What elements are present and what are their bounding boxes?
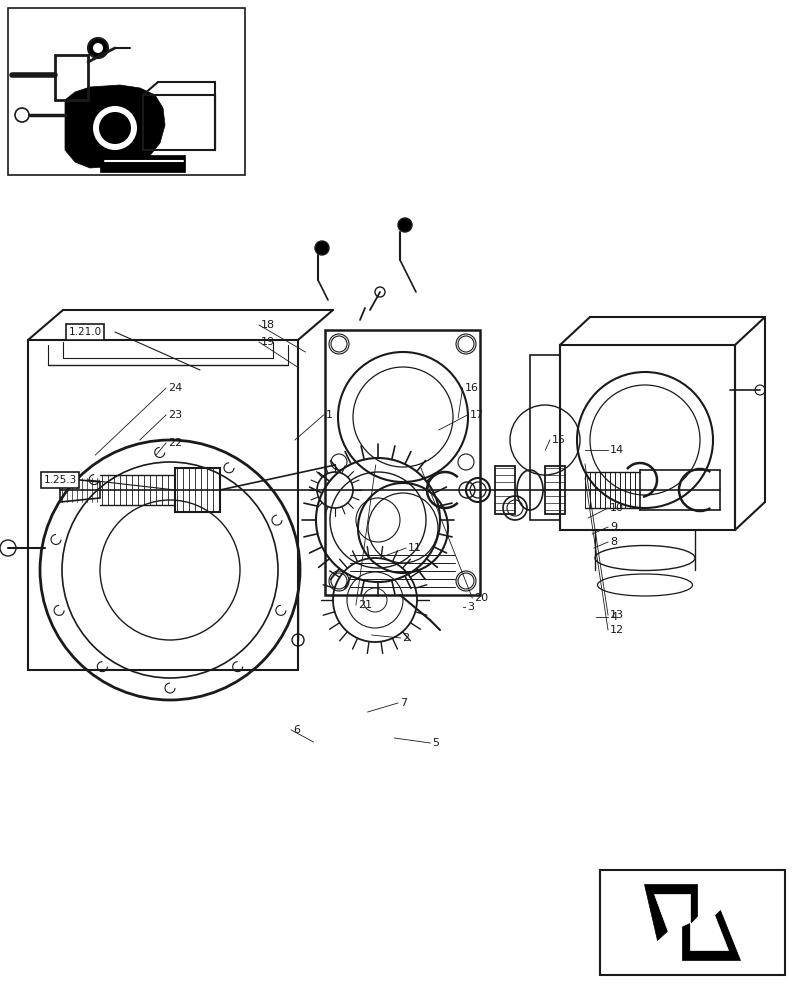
- Text: 5: 5: [432, 738, 440, 748]
- Bar: [600, 870, 785, 975]
- Polygon shape: [645, 884, 740, 960]
- Text: 23: 23: [168, 410, 182, 420]
- Circle shape: [398, 218, 412, 232]
- Text: 11: 11: [408, 543, 422, 553]
- Text: 6: 6: [293, 725, 301, 735]
- Bar: [175, 468, 220, 512]
- Text: 14: 14: [610, 445, 624, 455]
- Circle shape: [88, 38, 108, 58]
- Text: 17: 17: [469, 410, 483, 420]
- Text: 18: 18: [261, 320, 275, 330]
- Circle shape: [93, 106, 137, 150]
- Text: 15: 15: [552, 435, 566, 445]
- Polygon shape: [654, 894, 729, 950]
- Bar: [325, 330, 480, 595]
- Bar: [8, 8, 245, 175]
- Text: 9: 9: [610, 522, 617, 532]
- Text: 3: 3: [467, 602, 474, 612]
- Text: 1.21.0: 1.21.0: [69, 327, 102, 337]
- Polygon shape: [65, 85, 165, 168]
- Polygon shape: [100, 155, 185, 172]
- Text: 10: 10: [610, 503, 624, 513]
- Circle shape: [315, 241, 329, 255]
- Text: 13: 13: [610, 610, 624, 620]
- Text: 21: 21: [358, 600, 372, 610]
- Text: 4: 4: [610, 612, 617, 622]
- Bar: [143, 95, 215, 150]
- Text: 20: 20: [474, 593, 488, 603]
- Bar: [560, 345, 735, 530]
- Circle shape: [93, 43, 103, 53]
- Bar: [545, 466, 565, 514]
- Text: 22: 22: [168, 438, 183, 448]
- Bar: [530, 355, 560, 520]
- Circle shape: [99, 112, 131, 144]
- Text: 8: 8: [610, 537, 617, 547]
- Text: 1.25.3: 1.25.3: [44, 475, 77, 485]
- Text: 2: 2: [402, 633, 410, 643]
- Text: 16: 16: [465, 383, 478, 393]
- Text: 24: 24: [168, 383, 183, 393]
- Text: 7: 7: [400, 698, 407, 708]
- Text: 12: 12: [610, 625, 624, 635]
- Text: 1: 1: [326, 410, 333, 420]
- Bar: [495, 466, 515, 514]
- Text: 19: 19: [261, 337, 275, 347]
